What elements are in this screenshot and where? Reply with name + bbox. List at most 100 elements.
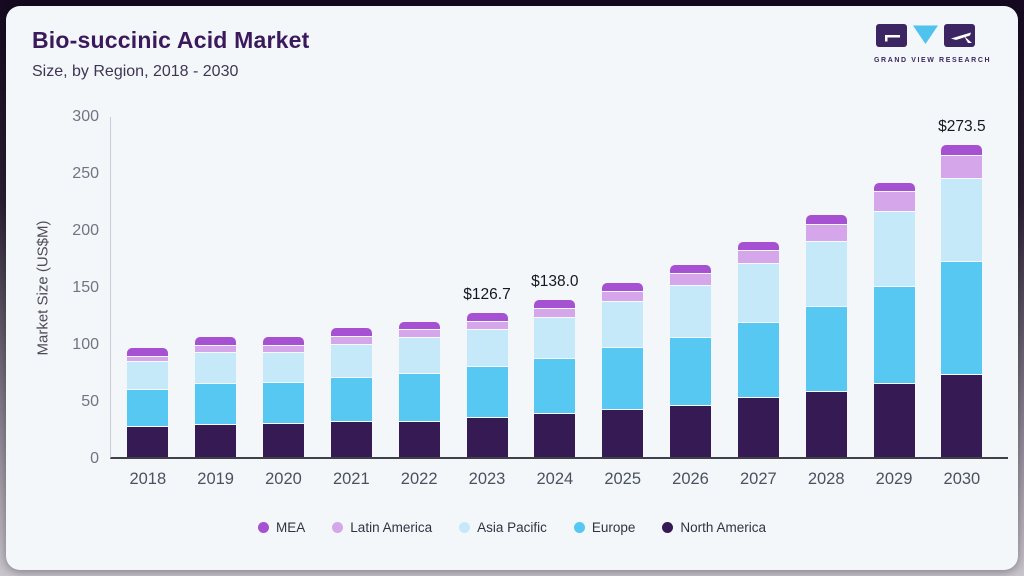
bar-segment-mea bbox=[670, 264, 712, 274]
bar-segment-asia-pacific bbox=[873, 210, 915, 286]
x-tick-label: 2025 bbox=[604, 470, 642, 488]
legend-label: North America bbox=[680, 520, 766, 535]
bar-segment-north-america bbox=[534, 413, 576, 457]
bar-segment-europe bbox=[398, 372, 440, 421]
bar-2030 bbox=[941, 145, 983, 457]
bar-segment-latin-america bbox=[195, 345, 237, 352]
bar-segment-europe bbox=[805, 305, 847, 392]
bar-segment-latin-america bbox=[398, 329, 440, 338]
legend-item-latin-america: Latin America bbox=[332, 520, 432, 535]
x-tick-label: 2019 bbox=[197, 470, 234, 488]
bar-2026 bbox=[670, 264, 712, 457]
bar-segment-latin-america bbox=[330, 335, 372, 344]
bar-segment-mea bbox=[466, 312, 508, 322]
bar-segment-latin-america bbox=[873, 191, 915, 211]
bar-2029 bbox=[873, 182, 915, 457]
bar-segment-europe bbox=[737, 321, 779, 397]
bar-segment-europe bbox=[127, 388, 169, 427]
bar-2027 bbox=[737, 241, 779, 457]
bar-segment-mea bbox=[534, 299, 576, 308]
x-tick-label: 2023 bbox=[468, 470, 506, 488]
bar-segment-europe bbox=[670, 336, 712, 406]
bar-segment-mea bbox=[602, 283, 644, 291]
bar-segment-europe bbox=[466, 366, 508, 418]
bar-segment-latin-america bbox=[737, 250, 779, 264]
bar-segment-asia-pacific bbox=[534, 316, 576, 359]
bar-segment-north-america bbox=[602, 409, 644, 457]
bar-segment-europe bbox=[602, 346, 644, 410]
bar-segment-asia-pacific bbox=[941, 177, 983, 262]
x-tick-label: 2029 bbox=[875, 470, 913, 488]
legend-swatch-icon bbox=[662, 522, 674, 533]
y-tick-label: 150 bbox=[72, 279, 99, 296]
bar-segment-north-america bbox=[127, 426, 169, 457]
legend-label: Europe bbox=[591, 520, 636, 535]
bar-segment-mea bbox=[805, 215, 847, 225]
bar-segment-north-america bbox=[941, 374, 983, 457]
legend-label: Latin America bbox=[350, 520, 433, 535]
bar-segment-latin-america bbox=[466, 321, 508, 329]
bar-segment-north-america bbox=[195, 423, 237, 457]
bar-segment-asia-pacific bbox=[737, 263, 779, 322]
bar-segment-mea bbox=[127, 348, 169, 356]
legend-swatch-icon bbox=[258, 522, 270, 533]
bar-segment-europe bbox=[873, 286, 915, 383]
gvr-logo: GRAND VIEW RESEARCH bbox=[874, 24, 992, 64]
bar-total-label: $138.0 bbox=[531, 272, 579, 290]
bar-segment-latin-america bbox=[941, 154, 983, 178]
bar-2025 bbox=[602, 283, 644, 457]
y-axis-title: Market Size (US$M) bbox=[34, 220, 52, 356]
bar-segment-asia-pacific bbox=[602, 300, 644, 347]
legend-swatch-icon bbox=[573, 522, 585, 533]
legend-item-north-america: North America bbox=[662, 520, 766, 535]
bar-segment-latin-america bbox=[670, 273, 712, 285]
bar-segment-latin-america bbox=[602, 290, 644, 301]
bar-segment-latin-america bbox=[262, 345, 304, 352]
gvr-logo-icon bbox=[876, 24, 975, 47]
bar-segment-asia-pacific bbox=[466, 328, 508, 367]
plot-area: 0 50 100 150 200 250 300 2018 2019 2020 2021 2022 20… bbox=[72, 108, 1008, 488]
legend-label: Asia Pacific bbox=[477, 520, 547, 535]
bar-segment-mea bbox=[262, 337, 304, 346]
legend-swatch-icon bbox=[459, 522, 471, 533]
legend-item-europe: Europe bbox=[573, 520, 636, 535]
legend-item-asia-pacific: Asia Pacific bbox=[459, 520, 547, 535]
bar-segment-mea bbox=[195, 337, 237, 346]
bar-segment-mea bbox=[398, 321, 440, 330]
chart-subtitle: Size, by Region, 2018 - 2030 bbox=[32, 63, 239, 80]
bar-2021 bbox=[330, 328, 372, 457]
bar-segment-asia-pacific bbox=[805, 240, 847, 306]
bar-segment-asia-pacific bbox=[127, 361, 169, 389]
bar-segment-latin-america bbox=[534, 307, 576, 317]
bar-segment-north-america bbox=[670, 405, 712, 457]
x-tick-label: 2030 bbox=[943, 470, 981, 488]
y-tick-label: 50 bbox=[81, 393, 99, 410]
y-tick-label: 250 bbox=[72, 165, 99, 182]
bar-segment-europe bbox=[330, 377, 372, 421]
x-tick-label: 2020 bbox=[265, 470, 302, 488]
bar-segment-asia-pacific bbox=[398, 337, 440, 373]
bar-2022 bbox=[398, 321, 440, 457]
bar-segment-mea bbox=[737, 241, 779, 251]
bar-segment-asia-pacific bbox=[195, 351, 237, 383]
x-tick-label: 2022 bbox=[400, 470, 438, 488]
bar-segment-asia-pacific bbox=[330, 343, 372, 378]
bar-segment-north-america bbox=[330, 420, 372, 457]
bar-segment-europe bbox=[534, 358, 576, 414]
bar-segment-north-america bbox=[737, 396, 779, 457]
bar-segment-north-america bbox=[805, 391, 847, 457]
bar-segment-north-america bbox=[466, 417, 508, 457]
bar-segment-europe bbox=[262, 382, 304, 424]
bar-segment-mea bbox=[941, 145, 983, 155]
bar-segment-latin-america bbox=[805, 224, 847, 241]
legend-item-mea: MEA bbox=[258, 520, 305, 535]
x-tick-label: 2028 bbox=[807, 470, 845, 488]
chart-legend: MEA Latin America Asia Pacific Europe North … bbox=[6, 520, 1018, 535]
x-tick-label: 2018 bbox=[129, 470, 167, 488]
gvr-logo-caption: GRAND VIEW RESEARCH bbox=[874, 57, 992, 64]
bar-2023 bbox=[466, 312, 508, 457]
bar-segment-mea bbox=[873, 182, 915, 192]
bar-segment-asia-pacific bbox=[670, 284, 712, 337]
legend-swatch-icon bbox=[332, 522, 344, 533]
y-tick-label: 300 bbox=[72, 108, 99, 125]
